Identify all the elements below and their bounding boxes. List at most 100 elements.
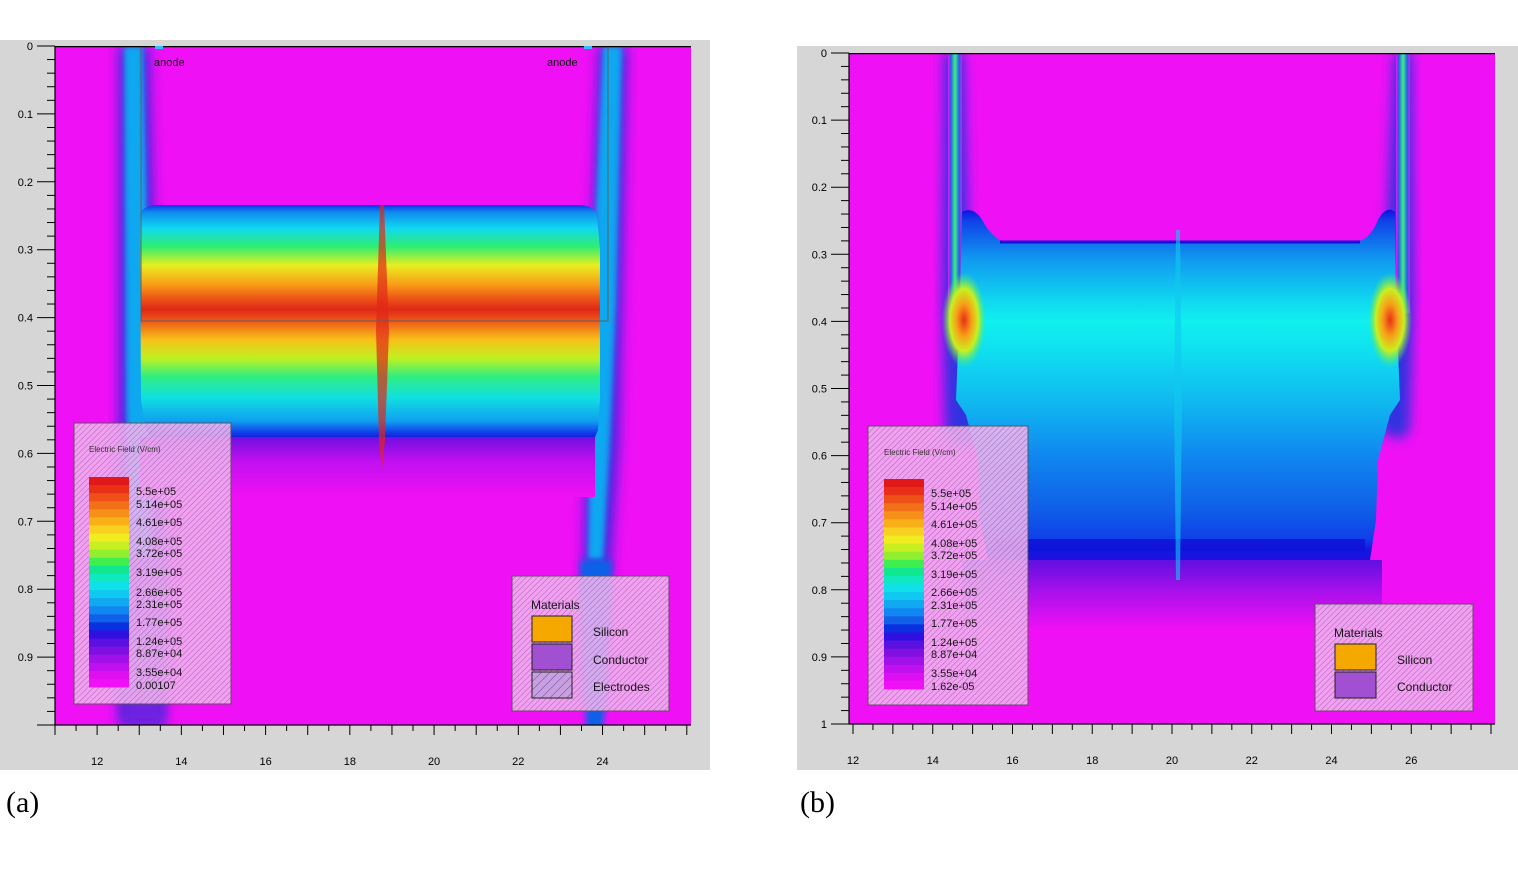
panel-b-cb-label: 3.19e+05 bbox=[931, 569, 977, 581]
colorbar-swatch bbox=[89, 517, 129, 526]
colorbar-swatch bbox=[89, 630, 129, 639]
panel-b-colorbar-labels: 5.5e+05 5.14e+05 4.61e+05 4.08e+05 3.72e… bbox=[931, 488, 977, 693]
y-tick-label: 0 bbox=[27, 41, 33, 53]
panel-a-cb-label: 1.77e+05 bbox=[136, 617, 182, 629]
panel-a-gate-box bbox=[140, 46, 609, 322]
colorbar-swatch bbox=[884, 648, 924, 658]
caption-b: (b) bbox=[800, 786, 835, 819]
colorbar-swatch bbox=[89, 485, 129, 494]
panel-a-cb-label: 2.66e+05 bbox=[136, 587, 182, 599]
panel-a-cb-label: 5.5e+05 bbox=[136, 486, 176, 498]
y-tick-label: 0.5 bbox=[18, 381, 33, 393]
y-tick-label: 0.8 bbox=[18, 584, 33, 596]
colorbar-swatch bbox=[884, 503, 924, 512]
panel-a-anode-contact-left bbox=[155, 46, 163, 49]
panel-a-x-ticks: 12 14 16 18 20 22 24 bbox=[54, 725, 688, 768]
colorbar-swatch bbox=[884, 672, 924, 682]
colorbar-swatch bbox=[884, 608, 924, 617]
y-tick-label: 0.6 bbox=[18, 448, 33, 460]
x-tick-label: 16 bbox=[259, 756, 271, 768]
x-tick-label: 20 bbox=[1166, 755, 1178, 767]
panel-a-cb-label: 2.31e+05 bbox=[136, 599, 182, 611]
panel-a-conductor-label: Conductor bbox=[593, 653, 648, 667]
colorbar-swatch bbox=[884, 487, 924, 496]
panel-a-materials-legend: Materials Silicon Conductor Electrodes bbox=[511, 575, 670, 712]
panel-b-silicon-swatch bbox=[1334, 643, 1377, 671]
colorbar-swatch bbox=[89, 493, 129, 502]
panel-a-anode-label-right: anode bbox=[547, 57, 578, 69]
panel-a-colorbar-title: Electric Field (V/cm) bbox=[89, 445, 161, 454]
y-tick-label: 0.8 bbox=[812, 585, 827, 597]
colorbar-swatch bbox=[884, 575, 924, 585]
panel-a-cb-label: 3.55e+04 bbox=[136, 667, 182, 679]
panel-b-materials-title: Materials bbox=[1334, 626, 1383, 640]
panel-b-cb-label: 1.62e-05 bbox=[931, 681, 974, 693]
colorbar-swatch bbox=[884, 624, 924, 633]
colorbar-swatch bbox=[884, 664, 924, 674]
panel-a-y-ticks: 0 0.1 0.2 0.3 0.4 0.5 0.6 0.7 0.8 0.9 bbox=[18, 41, 55, 726]
panel-a-conductor-swatch bbox=[531, 643, 573, 671]
y-tick-label: 1 bbox=[821, 719, 827, 731]
panel-b-left-hotspot bbox=[942, 272, 986, 368]
panel-b: 0 0.1 0.2 0.3 0.4 0.5 0.6 0.7 0.8 0.9 1 12 14 16 18 20… bbox=[797, 46, 1518, 770]
panel-b-x-ticks: 12 14 16 18 20 22 24 26 bbox=[847, 724, 1492, 767]
colorbar-swatch bbox=[89, 654, 129, 664]
x-tick-label: 14 bbox=[927, 755, 939, 767]
panel-b-left-pillar bbox=[948, 53, 962, 313]
y-tick-label: 0.9 bbox=[812, 652, 827, 664]
panel-b-cb-label: 2.66e+05 bbox=[931, 587, 977, 599]
colorbar-swatch bbox=[89, 477, 129, 486]
colorbar-swatch bbox=[89, 533, 129, 543]
colorbar-swatch bbox=[884, 600, 924, 609]
colorbar-swatch bbox=[89, 622, 129, 631]
y-tick-label: 0.7 bbox=[812, 518, 827, 530]
panel-b-cb-label: 4.08e+05 bbox=[931, 538, 977, 550]
colorbar-swatch bbox=[89, 598, 129, 607]
panel-b-silicon-label: Silicon bbox=[1397, 653, 1432, 667]
panel-a-cb-label: 3.72e+05 bbox=[136, 548, 182, 560]
x-tick-label: 18 bbox=[1086, 755, 1098, 767]
panel-b-cb-label: 3.55e+04 bbox=[931, 668, 977, 680]
colorbar-swatch bbox=[884, 495, 924, 504]
panel-a-cb-label: 0.00107 bbox=[136, 680, 176, 692]
colorbar-swatch bbox=[89, 590, 129, 599]
x-tick-label: 24 bbox=[1325, 755, 1337, 767]
panel-b-cb-label: 5.14e+05 bbox=[931, 501, 977, 513]
colorbar-swatch bbox=[884, 559, 924, 569]
panel-b-cb-label: 4.61e+05 bbox=[931, 519, 977, 531]
colorbar-swatch bbox=[89, 573, 129, 583]
colorbar-swatch bbox=[89, 525, 129, 534]
panel-a-cb-label: 1.24e+05 bbox=[136, 636, 182, 648]
panel-b-cb-label: 3.72e+05 bbox=[931, 550, 977, 562]
y-tick-label: 0.4 bbox=[812, 316, 827, 328]
panel-b-cb-label: 1.77e+05 bbox=[931, 618, 977, 630]
panel-b-field-map bbox=[849, 53, 1495, 724]
colorbar-swatch bbox=[884, 584, 924, 593]
panel-b-cb-label: 1.24e+05 bbox=[931, 637, 977, 649]
panel-b-cb-label: 5.5e+05 bbox=[931, 488, 971, 500]
y-tick-label: 0.3 bbox=[18, 245, 33, 257]
x-tick-label: 20 bbox=[428, 756, 440, 768]
panel-b-colorbar-legend: Electric Field (V/cm) 5.5e+05 5.14e+05 4… bbox=[867, 425, 1029, 706]
panel-b-colorbar-title: Electric Field (V/cm) bbox=[884, 448, 956, 457]
y-tick-label: 0.3 bbox=[812, 249, 827, 261]
colorbar-swatch bbox=[89, 670, 129, 680]
y-tick-label: 0.1 bbox=[812, 115, 827, 127]
panel-b-right-hotspot bbox=[1368, 272, 1412, 368]
colorbar-swatch bbox=[89, 565, 129, 575]
x-tick-label: 26 bbox=[1405, 755, 1417, 767]
panel-b-y-ticks: 0 0.1 0.2 0.3 0.4 0.5 0.6 0.7 0.8 0.9 1 bbox=[812, 48, 849, 731]
panel-b-materials-legend: Materials Silicon Conductor bbox=[1314, 603, 1474, 712]
x-tick-label: 24 bbox=[596, 756, 608, 768]
panel-a-center-spike bbox=[376, 205, 389, 470]
panel-a-materials-title: Materials bbox=[531, 598, 580, 612]
x-tick-label: 16 bbox=[1006, 755, 1018, 767]
panel-b-right-pillar bbox=[1396, 53, 1410, 313]
panel-b-conductor-swatch bbox=[1334, 671, 1377, 699]
panel-a-cb-label: 8.87e+04 bbox=[136, 648, 182, 660]
panel-a-electrodes-label: Electrodes bbox=[593, 680, 650, 694]
panel-a-silicon-label: Silicon bbox=[593, 625, 628, 639]
panel-a-colorbar-labels: 5.5e+05 5.14e+05 4.61e+05 4.08e+05 3.72e… bbox=[136, 486, 182, 692]
colorbar-swatch bbox=[89, 582, 129, 591]
colorbar-swatch bbox=[89, 638, 129, 648]
